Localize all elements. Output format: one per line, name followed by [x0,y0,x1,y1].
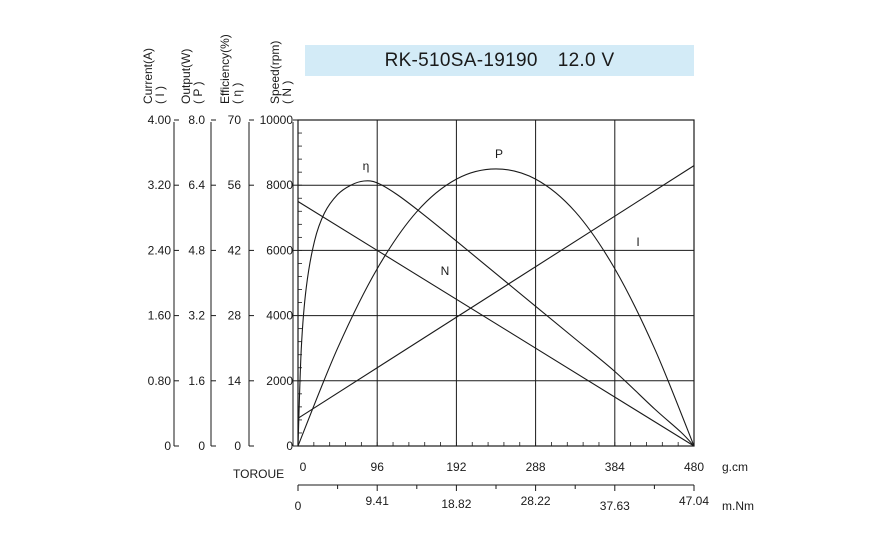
series-label-speed: N [441,264,450,278]
x-tick-label-mNm: 18.82 [441,497,471,511]
y-tick-label-current: 0.80 [148,374,172,388]
series-line-current [297,165,695,419]
x-tick-label-gcm: 384 [605,460,625,474]
y-axis-title-efficiency: Efficiency(%)( η ) [218,34,244,104]
chart-voltage: 12.0 V [557,49,615,71]
y-tick-label-speed: 6000 [266,243,293,257]
series-line-output [297,168,695,447]
labels: N I Pη [363,147,640,278]
y-tick-label-current: 1.60 [148,309,172,323]
x-tick-label-gcm: 96 [371,460,385,474]
x-tick-label-gcm: 0 [300,460,307,474]
x-tick-label-mNm: 0 [295,499,302,513]
y-tick-label-efficiency: 56 [228,178,242,192]
x-axis-title: TOROUE [233,467,284,481]
x-tick-label-gcm: 480 [684,460,704,474]
y-axis-title-line2: ( N ) [280,81,294,104]
y-tick-label-speed: 0 [286,439,293,453]
y-tick-label-output: 0 [198,439,205,453]
y-axis-title-line1: Output(W) [179,49,193,104]
series-label-efficiency: η [363,159,370,173]
y-axis-title-line1: Current(A) [141,48,155,104]
y-tick-label-efficiency: 28 [228,309,242,323]
y-tick-label-speed: 2000 [266,374,293,388]
y-tick-label-speed: 4000 [266,309,293,323]
y-axis-title-output: Output(W)( P ) [179,49,205,104]
y-tick-label-current: 3.20 [148,178,172,192]
y-tick-label-speed: 8000 [266,178,293,192]
x-axis-unit-gcm: g.cm [722,460,748,474]
y-tick-label-output: 8.0 [188,113,205,127]
x-tick-label-mNm: 9.41 [366,494,390,508]
y-tick-label-speed: 10000 [260,113,294,127]
x-axis-unit-mNm: m.Nm [722,499,754,513]
plot-frame [297,119,695,447]
x-tick-label-gcm: 288 [526,460,546,474]
x-tick-label-mNm: 47.04 [679,494,709,508]
x-tick-label-mNm: 28.22 [521,494,551,508]
series [297,165,695,447]
y-axis-title-line2: ( η ) [230,83,244,104]
chart-title: RK-510SA-19190 [384,49,538,71]
series-label-output: P [495,147,503,161]
series-line-speed [297,201,695,447]
y-tick-label-efficiency: 42 [228,243,242,257]
y-tick-label-current: 0 [164,439,171,453]
y-tick-label-efficiency: 14 [228,374,242,388]
y-tick-label-efficiency: 70 [228,113,242,127]
y-axis-title-line1: Efficiency(%) [218,34,232,104]
y-axis-title-speed: Speed(rpm)( N ) [268,41,294,104]
series-label-current: I [636,235,639,249]
x-tick-label-mNm: 37.63 [600,499,630,513]
grid [297,119,695,447]
y-tick-label-output: 6.4 [188,178,205,192]
y-tick-label-efficiency: 0 [234,439,241,453]
chart-title-box: RK-510SA-19190 12.0 V [305,45,694,76]
y-axis-title-line2: ( I ) [153,86,167,104]
y-tick-label-output: 3.2 [188,309,205,323]
y-tick-label-current: 2.40 [148,243,172,257]
y-axis-title-line2: ( P ) [191,82,205,104]
y-axis-title-current: Current(A)( I ) [141,48,167,104]
y-tick-label-current: 4.00 [148,113,172,127]
y-tick-label-output: 4.8 [188,243,205,257]
y-axis-title-line1: Speed(rpm) [268,41,282,104]
x-tick-label-gcm: 192 [446,460,466,474]
y-tick-label-output: 1.6 [188,374,205,388]
series-line-efficiency [297,180,695,447]
